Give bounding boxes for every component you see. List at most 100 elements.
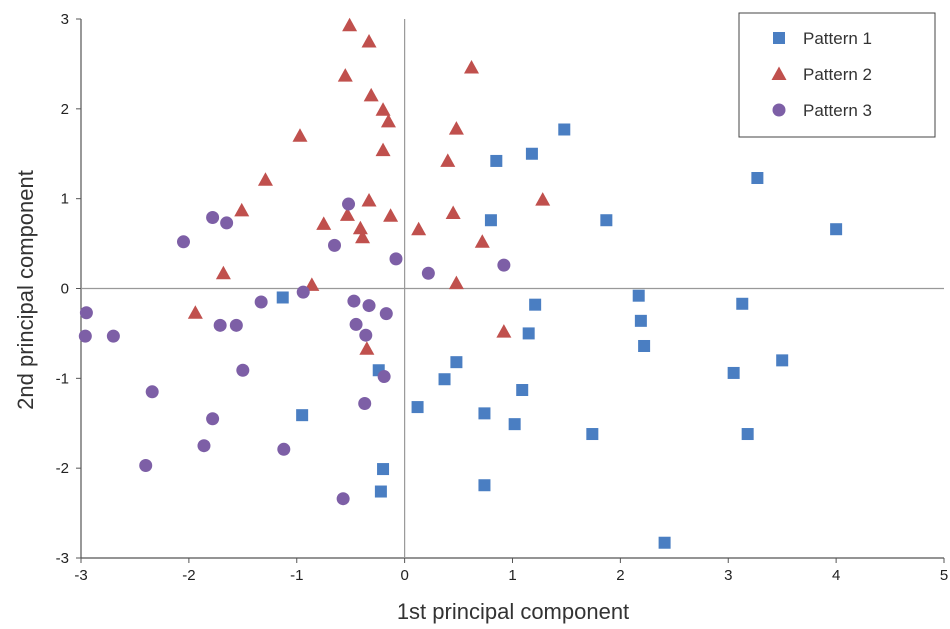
y-tick-label: 2 <box>61 101 69 118</box>
legend-label: Pattern 2 <box>803 65 872 84</box>
y-axis-title: 2nd principal component <box>13 170 38 410</box>
x-axis-title: 1st principal component <box>397 599 629 624</box>
legend-label: Pattern 3 <box>803 101 872 120</box>
legend-marker-square <box>773 32 785 44</box>
x-tick-label: -1 <box>290 567 303 584</box>
data-point-square <box>741 428 754 441</box>
data-point-square <box>450 356 463 369</box>
data-point-circle <box>229 318 243 332</box>
data-point-triangle <box>337 68 353 82</box>
data-point-triangle <box>234 202 250 217</box>
data-point-square <box>736 297 749 310</box>
points-layer <box>78 17 843 549</box>
data-point-triangle <box>448 275 464 290</box>
y-tick-label: -2 <box>56 460 69 477</box>
data-point-triangle <box>339 207 355 221</box>
data-point-square <box>638 339 651 352</box>
data-point-square <box>508 418 521 431</box>
data-point-triangle <box>257 172 273 186</box>
x-tick-label: 1 <box>508 567 516 584</box>
data-point-triangle <box>496 324 512 338</box>
data-point-triangle <box>383 208 399 222</box>
data-point-circle <box>145 385 159 399</box>
data-point-circle <box>206 412 220 426</box>
y-tick-label: -1 <box>56 370 69 387</box>
data-point-circle <box>176 235 190 249</box>
data-point-square <box>296 409 309 422</box>
data-point-square <box>751 172 764 185</box>
data-point-triangle <box>361 33 377 48</box>
data-point-triangle <box>292 128 308 142</box>
data-point-triangle <box>355 229 371 244</box>
data-point-triangle <box>464 60 480 74</box>
data-point-square <box>438 373 451 386</box>
data-point-triangle <box>316 216 332 230</box>
x-tick-label: -3 <box>74 567 87 584</box>
data-point-triangle <box>361 192 377 207</box>
data-point-triangle <box>411 221 427 236</box>
data-point-circle <box>213 318 227 332</box>
data-point-square <box>600 214 613 227</box>
data-point-circle <box>379 307 393 321</box>
data-point-circle <box>197 439 211 453</box>
x-tick-label: 0 <box>400 567 408 584</box>
x-tick-label: 4 <box>832 567 840 584</box>
data-point-square <box>525 147 538 160</box>
data-point-square <box>529 298 542 311</box>
data-point-square <box>490 154 503 167</box>
data-point-square <box>830 223 843 236</box>
data-point-triangle <box>215 265 231 280</box>
data-point-triangle <box>304 277 320 291</box>
data-point-triangle <box>342 17 358 32</box>
x-tick-label: 3 <box>724 567 732 584</box>
legend: Pattern 1 Pattern 2 Pattern 3 <box>738 12 936 138</box>
data-point-circle <box>106 329 120 343</box>
data-point-triangle <box>535 192 551 206</box>
data-point-triangle <box>448 121 464 135</box>
data-point-circle <box>139 458 153 472</box>
data-point-triangle <box>363 87 379 102</box>
x-tick-label: 2 <box>616 567 624 584</box>
data-point-circle <box>328 238 342 252</box>
data-point-square <box>522 327 535 340</box>
x-tick-label: 5 <box>940 567 948 584</box>
data-point-circle <box>359 328 373 342</box>
data-point-triangle <box>440 153 456 167</box>
axes-layer: -3 -2 -1 0 1 2 3 4 5 3 2 1 0 -1 -2 -3 <box>56 11 949 584</box>
series-3 <box>78 197 511 506</box>
legend-items: Pattern 1 Pattern 2 Pattern 3 <box>771 29 872 120</box>
data-point-triangle <box>375 142 391 157</box>
data-point-square <box>411 401 424 414</box>
data-point-circle <box>206 211 220 225</box>
data-point-square <box>634 314 647 327</box>
data-point-circle <box>79 306 93 320</box>
data-point-circle <box>78 329 92 343</box>
data-point-triangle <box>445 205 461 220</box>
x-tick-label: -2 <box>182 567 195 584</box>
data-point-triangle <box>352 220 368 235</box>
legend-marker-triangle <box>771 66 787 80</box>
data-point-circle <box>296 285 310 299</box>
data-point-triangle <box>474 234 490 248</box>
y-tick-label: 0 <box>61 281 69 298</box>
data-point-square <box>478 479 491 492</box>
data-point-circle <box>358 396 372 410</box>
data-point-circle <box>236 363 250 377</box>
data-point-square <box>276 291 289 304</box>
data-point-triangle <box>187 305 203 319</box>
data-point-circle <box>277 442 291 456</box>
data-point-square <box>586 428 599 441</box>
y-tick-label: -3 <box>56 550 69 567</box>
data-point-circle <box>389 252 403 266</box>
data-point-circle <box>421 266 435 280</box>
data-point-circle <box>220 216 234 230</box>
data-point-circle <box>336 492 350 506</box>
series-2 <box>187 17 551 355</box>
data-point-square <box>374 485 387 498</box>
data-point-circle <box>349 317 363 331</box>
data-point-circle <box>497 258 511 272</box>
data-point-square <box>377 463 390 476</box>
y-tick-label: 1 <box>61 191 69 208</box>
data-point-square <box>558 123 571 136</box>
legend-box <box>738 12 936 138</box>
